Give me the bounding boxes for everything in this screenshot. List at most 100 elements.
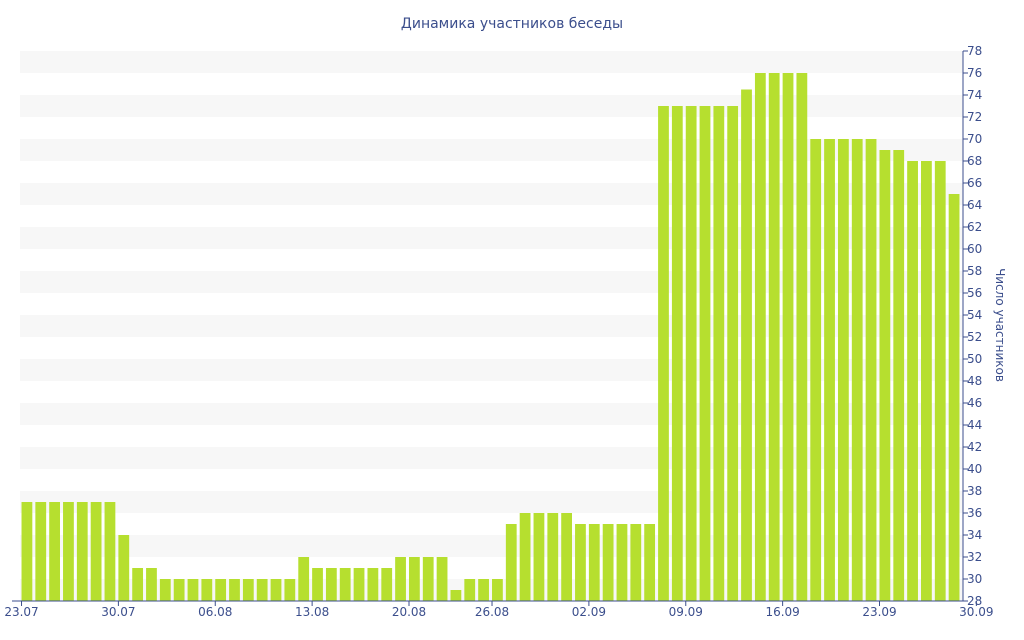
bar — [547, 513, 559, 601]
grid-band — [20, 95, 963, 117]
bar — [658, 106, 669, 601]
bar — [685, 106, 697, 601]
bar — [367, 568, 379, 601]
bar — [478, 579, 489, 601]
bar — [132, 568, 144, 601]
bar — [671, 106, 683, 601]
y-tick-label: 32 — [967, 550, 982, 564]
bar — [381, 568, 393, 601]
y-tick-label: 44 — [967, 418, 982, 432]
y-tick-label: 68 — [967, 154, 982, 168]
chart-title: Динамика участников беседы — [401, 16, 623, 32]
grid-band — [20, 535, 963, 557]
bar — [533, 513, 545, 601]
bar — [768, 73, 780, 601]
bar — [284, 579, 296, 601]
bar — [242, 579, 254, 601]
bar — [699, 106, 711, 601]
x-tick-label: 23.07 — [4, 605, 38, 619]
bar — [63, 502, 74, 601]
grid-bands — [20, 51, 963, 601]
bar — [325, 568, 337, 601]
bar — [851, 139, 863, 601]
bar — [602, 524, 614, 601]
bar — [810, 139, 822, 601]
bar — [339, 568, 351, 601]
bar — [824, 139, 835, 601]
bar — [879, 150, 891, 601]
bar — [754, 73, 766, 601]
bar — [49, 502, 60, 601]
bar — [395, 557, 406, 601]
bar — [422, 557, 434, 601]
x-tick-label: 02.09 — [572, 605, 606, 619]
bar — [21, 502, 33, 601]
y-tick-label: 76 — [967, 66, 982, 80]
y-tick-label: 72 — [967, 110, 982, 124]
bar — [741, 89, 752, 601]
y-tick-label: 46 — [967, 396, 982, 410]
bar — [907, 161, 918, 601]
y-tick-label: 54 — [967, 308, 982, 322]
grid-band — [20, 447, 963, 469]
bar — [893, 150, 905, 601]
bar — [588, 524, 600, 601]
x-tick-label: 20.08 — [392, 605, 426, 619]
y-tick-label: 34 — [967, 528, 982, 542]
y-tick-label: 58 — [967, 264, 982, 278]
x-tick-label: 30.07 — [101, 605, 135, 619]
grid-band — [20, 183, 963, 205]
bar — [630, 524, 642, 601]
grid-band — [20, 359, 963, 381]
grid-band — [20, 271, 963, 293]
bar — [492, 579, 503, 601]
bar — [229, 579, 240, 601]
bar — [505, 524, 517, 601]
y-tick-label: 28 — [967, 594, 982, 608]
x-tick-label: 13.08 — [295, 605, 329, 619]
y-axis-title: Число участников — [993, 268, 1007, 382]
grid-band — [20, 139, 963, 161]
bar — [575, 524, 586, 601]
x-tick-label: 30.09 — [959, 605, 993, 619]
grid-band — [20, 579, 963, 601]
x-tick-label: 06.08 — [198, 605, 232, 619]
bar — [450, 590, 462, 601]
x-tick-label: 16.09 — [765, 605, 799, 619]
x-tick-label: 26.08 — [475, 605, 509, 619]
bar — [90, 502, 102, 601]
y-tick-label: 48 — [967, 374, 982, 388]
bar — [215, 579, 227, 601]
y-tick-label: 36 — [967, 506, 982, 520]
y-tick-label: 78 — [967, 44, 982, 58]
bar — [118, 535, 130, 601]
bar — [104, 502, 116, 601]
bar — [201, 579, 213, 601]
bar — [644, 524, 656, 601]
bar — [159, 579, 171, 601]
grid-band — [20, 403, 963, 425]
y-tick-label: 60 — [967, 242, 982, 256]
bar — [934, 161, 946, 601]
bar — [837, 139, 849, 601]
x-tick-label: 09.09 — [669, 605, 703, 619]
x-axis-ticks: 23.07 30.07 06.08 13.08 20.08 26.08 02.09 09.09… — [4, 601, 994, 619]
grid-band — [20, 315, 963, 337]
y-tick-label: 74 — [967, 88, 982, 102]
y-axis-ticks: 28 30 32 34 36 38 40 42 44 46 48 50 52 54 56 58 60 62 64 66… — [963, 44, 982, 608]
grid-band — [20, 491, 963, 513]
bar — [519, 513, 531, 601]
y-tick-label: 50 — [967, 352, 982, 366]
y-tick-label: 30 — [967, 572, 982, 586]
bar — [173, 579, 185, 601]
bar — [187, 579, 199, 601]
bar — [35, 502, 47, 601]
y-tick-label: 56 — [967, 286, 982, 300]
bar — [865, 139, 877, 601]
bar — [436, 557, 448, 601]
bar — [256, 579, 268, 601]
bar — [782, 73, 794, 601]
bars — [21, 73, 960, 601]
bar — [796, 73, 808, 601]
